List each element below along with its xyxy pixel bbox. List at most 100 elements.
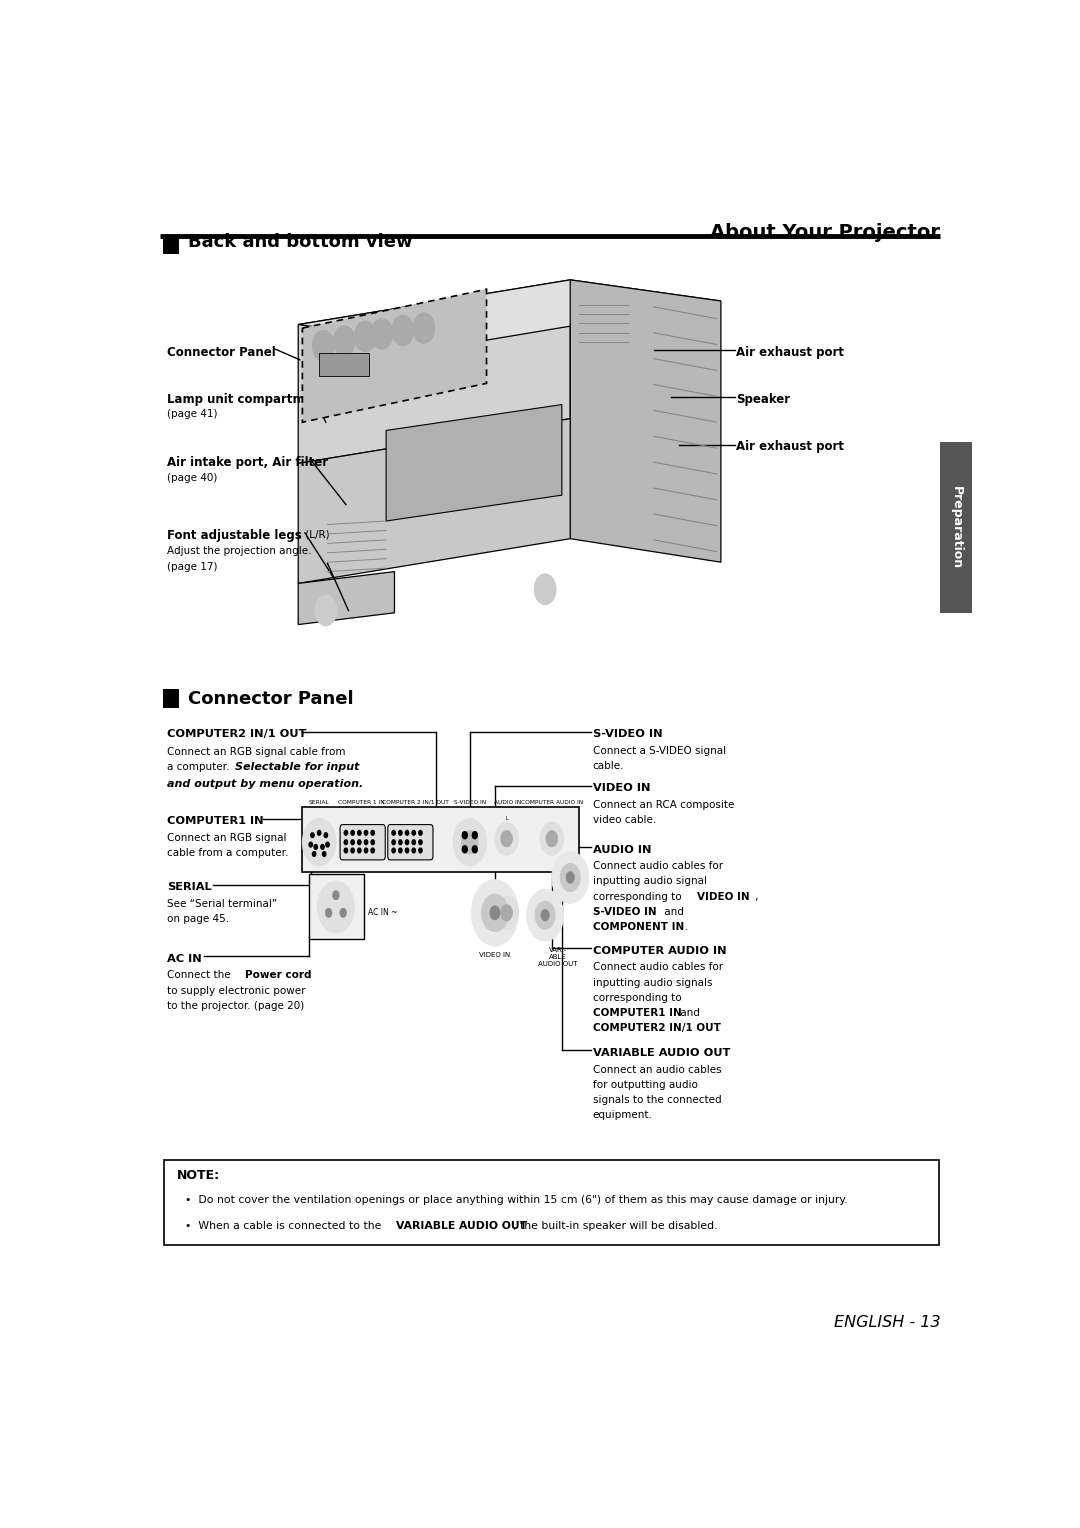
Circle shape <box>462 847 468 853</box>
Text: (page 41): (page 41) <box>166 410 217 419</box>
Text: Connect an RGB signal cable from: Connect an RGB signal cable from <box>166 747 346 756</box>
Text: VIDEO IN: VIDEO IN <box>593 784 650 793</box>
Circle shape <box>535 902 555 929</box>
Circle shape <box>345 848 348 853</box>
Text: COMPUTER1 IN: COMPUTER1 IN <box>166 816 264 827</box>
Circle shape <box>321 845 324 850</box>
Circle shape <box>392 830 395 836</box>
Text: inputting audio signals: inputting audio signals <box>593 978 713 987</box>
Circle shape <box>392 848 395 853</box>
Text: COMPUTER2 IN/1 OUT: COMPUTER2 IN/1 OUT <box>166 729 307 740</box>
Bar <box>302 807 579 871</box>
Text: Connect an audio cables: Connect an audio cables <box>593 1065 721 1074</box>
Bar <box>164 1160 939 1245</box>
Text: inputting audio signal: inputting audio signal <box>593 877 706 886</box>
Text: Speaker: Speaker <box>735 393 791 406</box>
Text: and: and <box>676 1008 700 1018</box>
Text: Lamp unit compartment: Lamp unit compartment <box>166 393 326 406</box>
Circle shape <box>552 851 589 903</box>
Circle shape <box>490 906 500 920</box>
Circle shape <box>345 830 348 836</box>
Circle shape <box>351 840 354 845</box>
Bar <box>941 442 972 613</box>
Bar <box>163 689 179 707</box>
Circle shape <box>546 830 557 847</box>
Text: , the built-in speaker will be disabled.: , the built-in speaker will be disabled. <box>513 1221 718 1232</box>
Circle shape <box>472 880 518 946</box>
Circle shape <box>566 871 575 883</box>
Text: AUDIO IN: AUDIO IN <box>593 845 651 854</box>
Text: to the projector. (page 20): to the projector. (page 20) <box>166 1001 305 1012</box>
Circle shape <box>340 908 347 917</box>
Circle shape <box>405 848 408 853</box>
Text: COMPUTER 2 IN/1 OUT: COMPUTER 2 IN/1 OUT <box>382 799 449 805</box>
Bar <box>320 353 369 376</box>
Circle shape <box>540 822 564 856</box>
Text: COMPUTER AUDIO IN: COMPUTER AUDIO IN <box>593 946 727 957</box>
Text: Font adjustable legs: Font adjustable legs <box>166 529 301 542</box>
Circle shape <box>419 848 422 853</box>
Text: Connect an RCA composite: Connect an RCA composite <box>593 799 734 810</box>
Circle shape <box>351 848 354 853</box>
Circle shape <box>372 830 375 836</box>
Text: Air exhaust port: Air exhaust port <box>735 440 843 452</box>
Text: VIDEO IN: VIDEO IN <box>480 952 511 958</box>
Text: COMPUTER2 IN/1 OUT: COMPUTER2 IN/1 OUT <box>593 1024 720 1033</box>
FancyBboxPatch shape <box>340 825 386 860</box>
Circle shape <box>413 848 416 853</box>
Circle shape <box>323 851 326 856</box>
Polygon shape <box>570 280 721 562</box>
Circle shape <box>312 851 315 856</box>
Circle shape <box>311 833 314 837</box>
Text: ,: , <box>754 892 758 902</box>
Text: (page 17): (page 17) <box>166 562 217 571</box>
Circle shape <box>392 315 414 345</box>
Circle shape <box>334 325 355 356</box>
Text: L: L <box>505 816 508 821</box>
Text: SERIAL: SERIAL <box>166 882 212 892</box>
Circle shape <box>399 848 402 853</box>
Text: COMPUTER AUDIO IN: COMPUTER AUDIO IN <box>521 799 583 805</box>
Text: Connector Panel: Connector Panel <box>166 345 275 359</box>
Circle shape <box>318 882 354 932</box>
Text: ENGLISH - 13: ENGLISH - 13 <box>834 1316 941 1331</box>
Text: •  When a cable is connected to the: • When a cable is connected to the <box>186 1221 386 1232</box>
Circle shape <box>372 319 393 350</box>
Circle shape <box>324 833 327 837</box>
Text: Connect an RGB signal: Connect an RGB signal <box>166 833 286 843</box>
Text: equipment.: equipment. <box>593 1111 652 1120</box>
Text: SERIAL: SERIAL <box>309 799 329 805</box>
Text: AUDIO IN: AUDIO IN <box>494 799 521 805</box>
Circle shape <box>501 830 513 847</box>
Circle shape <box>535 575 556 605</box>
Circle shape <box>495 897 518 929</box>
Text: Back and bottom view: Back and bottom view <box>188 234 413 251</box>
Circle shape <box>454 819 486 866</box>
Polygon shape <box>298 280 721 345</box>
Text: corresponding to: corresponding to <box>593 993 681 1002</box>
Text: NOTE:: NOTE: <box>177 1169 220 1183</box>
Polygon shape <box>298 571 394 625</box>
Text: Connect audio cables for: Connect audio cables for <box>593 862 723 871</box>
Text: •  Do not cover the ventilation openings or place anything within 15 cm (6") of : • Do not cover the ventilation openings … <box>186 1195 848 1206</box>
Circle shape <box>333 891 339 900</box>
Circle shape <box>364 830 367 836</box>
Circle shape <box>364 840 367 845</box>
Circle shape <box>309 842 312 847</box>
Circle shape <box>472 847 477 853</box>
Circle shape <box>357 830 361 836</box>
Text: Connect the: Connect the <box>166 970 233 981</box>
Circle shape <box>527 889 564 941</box>
Text: (L/R): (L/R) <box>302 529 330 539</box>
Bar <box>163 237 179 254</box>
Circle shape <box>318 830 321 836</box>
Circle shape <box>364 848 367 853</box>
Text: to supply electronic power: to supply electronic power <box>166 986 306 996</box>
Text: and output by menu operation.: and output by menu operation. <box>166 779 363 788</box>
Text: Connect a S-VIDEO signal: Connect a S-VIDEO signal <box>593 746 726 756</box>
Text: VARIABLE AUDIO OUT: VARIABLE AUDIO OUT <box>396 1221 527 1232</box>
Text: COMPUTER1 IN: COMPUTER1 IN <box>593 1008 681 1018</box>
Text: a computer.: a computer. <box>166 762 232 772</box>
Circle shape <box>354 321 376 351</box>
Circle shape <box>372 840 375 845</box>
